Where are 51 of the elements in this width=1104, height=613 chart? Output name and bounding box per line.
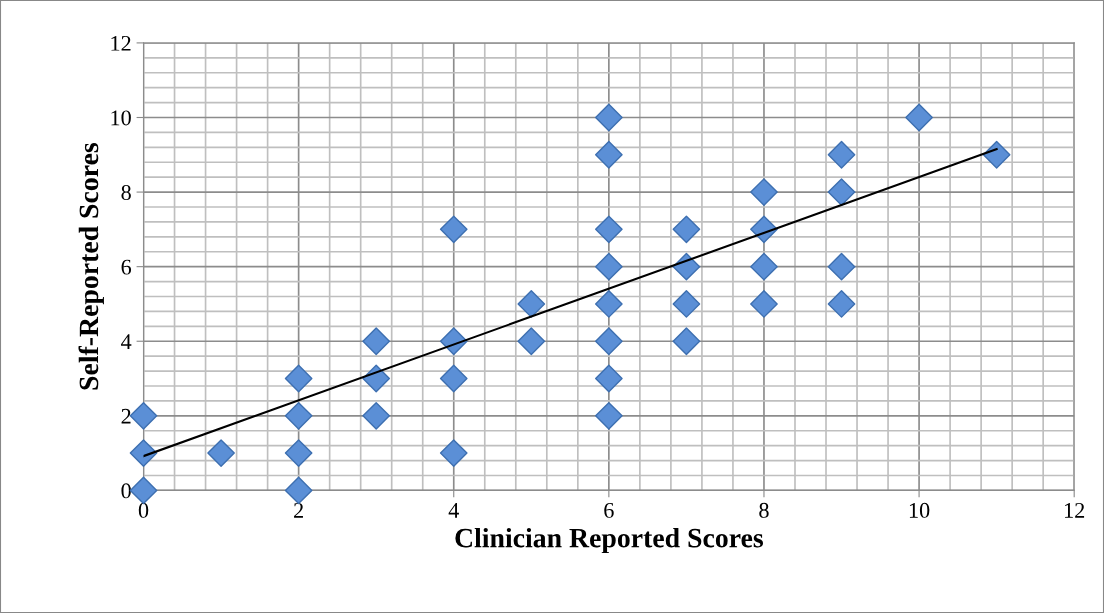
point (594, 290, 623, 318)
y-tick-label: 2 (121, 408, 131, 424)
point (207, 439, 235, 467)
point (284, 401, 313, 430)
point (750, 290, 778, 318)
x-tick-label: 2 (294, 502, 303, 518)
point (827, 290, 856, 318)
point (594, 401, 623, 430)
point (827, 140, 856, 169)
point (594, 327, 623, 356)
point (594, 215, 623, 244)
point (362, 327, 391, 356)
y-tick-label: 12 (111, 35, 131, 51)
y-tick-label: 8 (121, 185, 131, 200)
x-tick-label: 6 (604, 502, 614, 518)
x-tick-label: 10 (909, 502, 930, 518)
y-tick-label: 4 (121, 334, 132, 349)
point (284, 439, 313, 467)
point (284, 364, 313, 393)
point (362, 401, 391, 430)
point (594, 252, 623, 281)
point (439, 364, 468, 393)
x-tick-label: 12 (1065, 502, 1085, 518)
point (517, 327, 546, 356)
point (439, 439, 468, 467)
point (439, 215, 468, 244)
point (672, 327, 701, 356)
point (750, 252, 778, 281)
x-tick-label: 0 (138, 502, 149, 518)
point (129, 439, 158, 467)
y-tick-label: 0 (121, 483, 131, 499)
x-tick-label: 8 (759, 502, 769, 518)
point (129, 401, 158, 430)
y-axis-title: Self-Reported Scores (78, 143, 104, 390)
point (594, 103, 623, 132)
x-tick-label: 4 (448, 503, 459, 518)
point (982, 140, 1011, 169)
x-axis-title: Clinician Reported Scores (455, 527, 764, 554)
y-tick-label: 6 (121, 259, 132, 275)
point (129, 476, 158, 505)
point (827, 252, 856, 281)
point (827, 178, 856, 206)
point (284, 476, 313, 505)
y-tick-label: 10 (111, 110, 131, 126)
point (594, 140, 623, 169)
point (672, 290, 701, 318)
point (905, 103, 933, 132)
point (750, 178, 778, 206)
point (594, 364, 623, 393)
point (672, 215, 701, 244)
point (517, 290, 546, 318)
